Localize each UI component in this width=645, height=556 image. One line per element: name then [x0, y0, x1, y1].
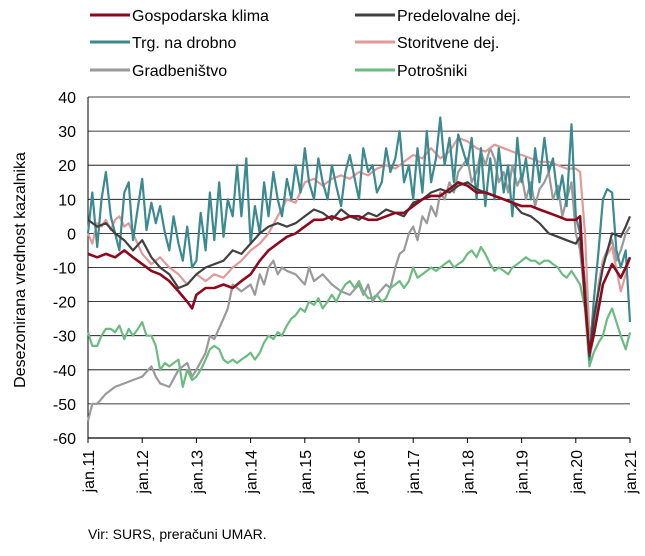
y-axis-ticks: -60 -50 -40 -30 -20 -10 0 10 20 30 40: [53, 90, 76, 448]
legend-label: Trg. na drobno: [132, 35, 236, 52]
y-tick-label: 40: [58, 90, 76, 107]
series-line-5: [86, 245, 632, 388]
series-lines: [86, 116, 632, 422]
legend-label: Storitvene dej.: [397, 35, 499, 52]
legend-label: Gradbeništvo: [132, 63, 227, 80]
series-line-1: [87, 181, 632, 358]
x-tick-label: jan.18: [460, 450, 477, 495]
series-line-0: [87, 181, 632, 355]
legend-label: Potrošniki: [397, 63, 467, 80]
legend: Gospodarska klima Predelovalne dej. Trg. n…: [90, 8, 521, 80]
x-tick-label: jan.21: [623, 450, 640, 495]
y-tick-label: 20: [58, 158, 76, 175]
y-tick-label: -10: [53, 261, 76, 278]
y-tick-label: 0: [67, 226, 76, 243]
legend-label: Gospodarska klima: [132, 8, 269, 25]
x-tick-label: jan.20: [569, 450, 586, 495]
y-tick-label: -50: [53, 397, 76, 414]
x-tick-label: jan.17: [406, 450, 423, 495]
series-line-3: [86, 136, 632, 337]
y-axis-title: Desezonirana vrednost kazalnika: [12, 152, 29, 388]
source-note: Vir: SURS, preračuni UMAR.: [88, 526, 267, 542]
series-line-2: [86, 116, 632, 361]
y-tick-label: 10: [58, 192, 76, 209]
x-tick-label: jan.16: [352, 450, 369, 495]
x-tick-label: jan.12: [135, 450, 152, 495]
x-tick-label: jan.19: [515, 450, 532, 495]
x-axis-ticks: jan.11 jan.12 jan.13 jan.14 jan.15 jan.16 jan.…: [81, 438, 640, 495]
x-tick-label: jan.14: [244, 450, 261, 495]
y-tick-label: 30: [58, 124, 76, 141]
y-tick-label: -40: [53, 363, 76, 380]
legend-label: Predelovalne dej.: [397, 8, 521, 25]
x-tick-label: jan.15: [298, 450, 315, 495]
y-tick-label: -60: [53, 431, 76, 448]
x-tick-label: jan.13: [189, 450, 206, 495]
y-tick-label: -20: [53, 295, 76, 312]
x-tick-label: jan.11: [81, 450, 98, 494]
y-tick-label: -30: [53, 329, 76, 346]
